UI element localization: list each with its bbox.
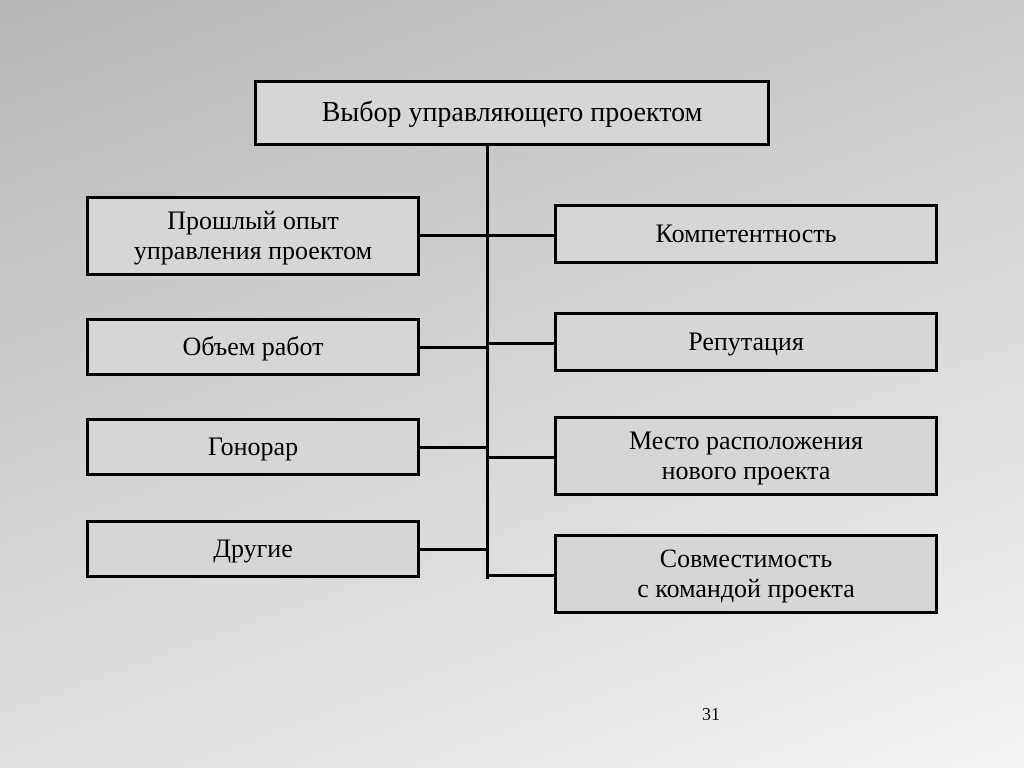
right-node-0: Компетентность xyxy=(554,204,938,264)
right-node-1: Репутация xyxy=(554,312,938,372)
left-node-1: Объем работ xyxy=(86,318,420,376)
connector xyxy=(489,234,554,237)
connector xyxy=(420,234,486,237)
root-node: Выбор управляющего проектом xyxy=(254,80,770,146)
connector xyxy=(486,146,489,579)
connector xyxy=(420,548,486,551)
left-node-0: Прошлый опытуправления проектом xyxy=(86,196,420,276)
right-node-3: Совместимостьс командой проекта xyxy=(554,534,938,614)
diagram-canvas: Выбор управляющего проектом Прошлый опыту… xyxy=(0,0,1024,768)
connector xyxy=(420,346,486,349)
left-node-2: Гонорар xyxy=(86,418,420,476)
page-number: 31 xyxy=(702,704,720,725)
connector xyxy=(489,342,554,345)
right-node-2: Место расположениянового проекта xyxy=(554,416,938,496)
left-node-3: Другие xyxy=(86,520,420,578)
connector xyxy=(489,574,554,577)
connector xyxy=(420,446,486,449)
connector xyxy=(489,456,554,459)
